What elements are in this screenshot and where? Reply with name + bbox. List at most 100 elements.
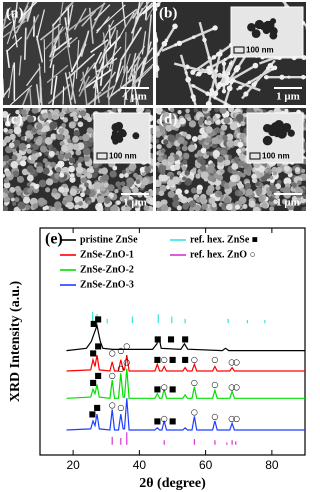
particle (206, 69, 213, 75)
particle (301, 168, 306, 173)
phase-marker: ■ (94, 314, 102, 323)
particle (26, 143, 31, 149)
inset-scale-label: 100 nm (109, 152, 137, 161)
particle (240, 121, 246, 127)
particle (86, 116, 93, 123)
particle (156, 144, 162, 150)
particle (296, 197, 302, 202)
particle (301, 74, 306, 80)
particle (199, 197, 207, 205)
particle (3, 154, 10, 162)
particle (124, 172, 129, 178)
particle (72, 143, 79, 151)
particle (89, 168, 95, 174)
particle (126, 181, 133, 188)
particle (185, 134, 192, 140)
particle (33, 184, 39, 190)
nanowire (80, 30, 90, 57)
particle (237, 190, 244, 197)
particle (238, 85, 243, 90)
nanowire (25, 66, 41, 87)
particle (233, 156, 240, 163)
particle (55, 193, 61, 199)
particle (35, 138, 43, 146)
nanowire (133, 63, 153, 83)
nanowire (190, 83, 232, 105)
phase-marker: ○ (228, 357, 235, 366)
inset-particle (287, 129, 295, 137)
particle (208, 91, 214, 97)
x-tick-label: 20 (66, 458, 80, 472)
particle (212, 26, 216, 31)
particle (279, 74, 285, 80)
particle (157, 155, 164, 163)
particle (111, 108, 117, 113)
particle (191, 135, 198, 142)
nanowire (22, 2, 38, 16)
sem-image: (c) 1 μm 100 nm (3, 108, 153, 211)
particle (192, 167, 197, 172)
particle (158, 123, 166, 131)
nanowire (139, 2, 153, 17)
nanowire (51, 2, 75, 27)
nanowire (128, 52, 137, 82)
particle (184, 178, 192, 186)
phase-marker: ○ (161, 414, 168, 423)
particle (44, 151, 49, 156)
particle (69, 188, 78, 196)
particle (199, 158, 206, 166)
sem-panels: (a) 1 μm (b) 1 μm 100 nm (c) 1 μm 100 nm (d) 1 μm… (3, 2, 306, 211)
nanowire (109, 8, 138, 31)
particle (181, 145, 188, 152)
nanowire (26, 2, 34, 22)
phase-marker: ○ (191, 378, 198, 387)
particle (17, 115, 22, 120)
particle (68, 157, 76, 164)
nanowire (3, 87, 11, 99)
particle (156, 35, 158, 39)
particle (301, 206, 306, 211)
particle (160, 169, 166, 176)
particle (117, 186, 122, 191)
phase-marker: ○ (109, 348, 116, 357)
particle (201, 132, 208, 139)
particle (158, 164, 167, 172)
particle (43, 125, 50, 132)
particle (255, 187, 263, 195)
particle (97, 202, 103, 207)
particle (177, 136, 185, 144)
nanowire (7, 36, 23, 52)
particle (156, 200, 162, 209)
particle (62, 117, 68, 123)
nanowire (18, 55, 22, 76)
particle (177, 110, 182, 115)
particle (207, 185, 215, 192)
nanowire (87, 91, 102, 105)
particle (65, 194, 74, 203)
particle (282, 186, 291, 195)
particle (187, 144, 196, 153)
nanowire (100, 71, 117, 92)
particle (247, 80, 252, 85)
phase-marker: ○ (109, 401, 116, 410)
particle (68, 121, 76, 129)
phase-marker: ■ (89, 410, 97, 419)
particle (237, 160, 244, 167)
phase-marker: ○ (233, 357, 240, 366)
nanowire (81, 10, 97, 27)
particle (167, 134, 176, 143)
x-tick-label: 80 (265, 458, 279, 472)
phase-marker: ■ (169, 385, 177, 394)
particle (160, 148, 166, 154)
nanowire (94, 81, 97, 105)
particle (26, 174, 34, 182)
particle (222, 70, 226, 75)
particle (264, 173, 271, 179)
nanowire (49, 36, 78, 62)
particle (212, 90, 219, 97)
particle (99, 185, 106, 192)
particle (242, 162, 250, 169)
particle (149, 175, 153, 182)
nanowire (70, 70, 76, 100)
legend-label: pristine ZnSe (80, 234, 138, 245)
